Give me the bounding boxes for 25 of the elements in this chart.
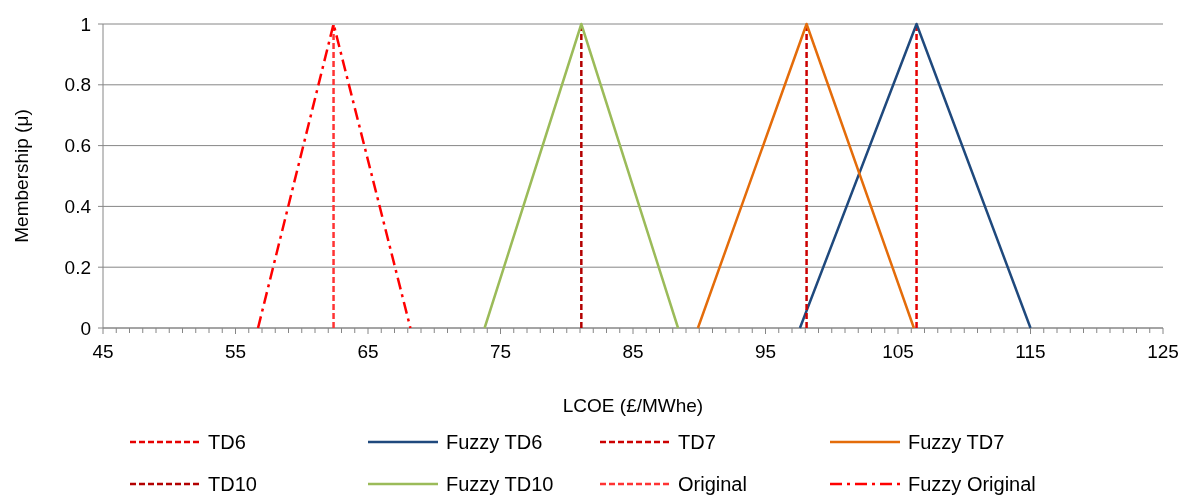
legend-label: TD7 bbox=[678, 431, 716, 453]
x-tick-label: 115 bbox=[1015, 341, 1046, 362]
y-tick-label: 0.6 bbox=[64, 135, 91, 157]
x-tick-label: 45 bbox=[92, 341, 114, 362]
legend-label: Fuzzy TD6 bbox=[446, 431, 543, 453]
y-tick-label: 0.2 bbox=[64, 256, 91, 278]
x-tick-label: 75 bbox=[489, 341, 512, 362]
legend-label: Fuzzy Original bbox=[908, 473, 1036, 495]
legend-label: Fuzzy TD7 bbox=[908, 431, 1005, 453]
y-tick-label: 0.4 bbox=[64, 196, 92, 218]
x-tick-label: 55 bbox=[224, 341, 247, 362]
x-axis-title: LCOE (£/MWhe) bbox=[562, 395, 704, 416]
y-axis-title: Membership (μ) bbox=[11, 109, 32, 243]
x-tick-label: 105 bbox=[882, 341, 914, 362]
x-tick-label: 125 bbox=[1147, 341, 1179, 362]
legend-label: TD6 bbox=[208, 431, 246, 453]
legend-label: Fuzzy TD10 bbox=[446, 473, 554, 495]
x-tick-label: 95 bbox=[754, 341, 777, 362]
x-tick-label: 65 bbox=[357, 341, 379, 362]
legend-label: TD10 bbox=[208, 473, 257, 495]
y-tick-label: 1 bbox=[80, 13, 91, 35]
y-tick-label: 0 bbox=[80, 317, 91, 339]
y-tick-label: 0.8 bbox=[64, 74, 91, 96]
legend-label: Original bbox=[678, 473, 747, 495]
x-tick-label: 85 bbox=[622, 341, 644, 362]
